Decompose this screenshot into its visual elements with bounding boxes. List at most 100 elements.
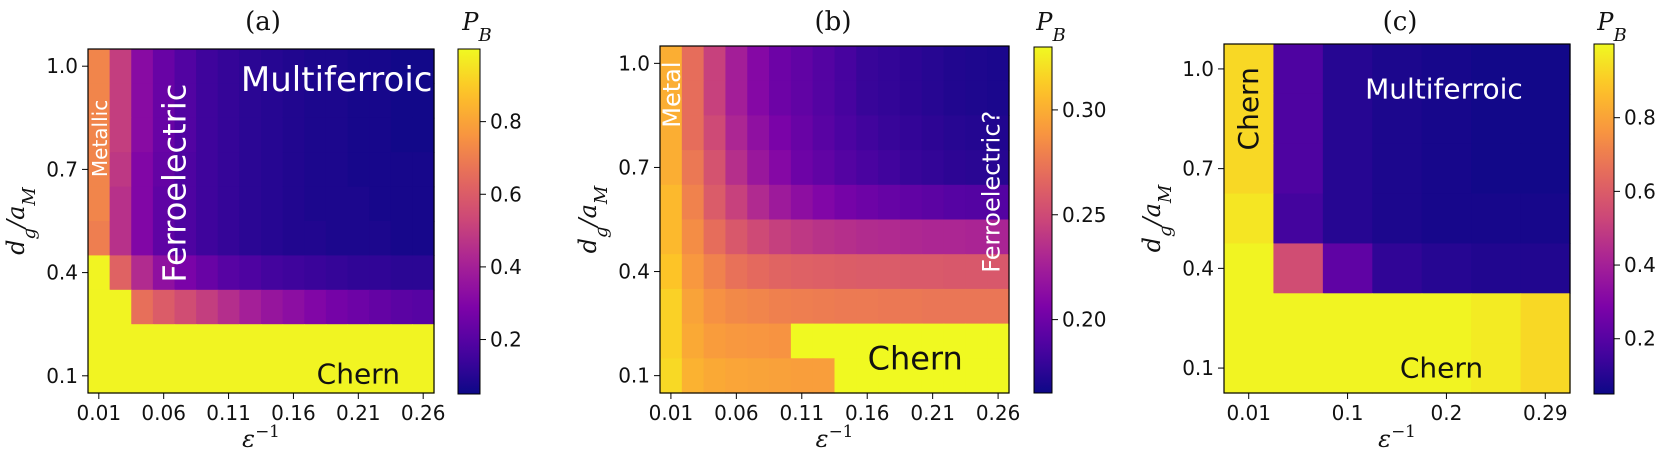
heatmap-cell [747,150,770,186]
heatmap-cell [681,80,705,116]
heatmap-cell [856,184,879,221]
colorbar [1593,43,1615,395]
heatmap-cell [921,219,945,255]
heatmap-cell [412,221,435,256]
heatmap-cell [899,80,923,116]
heatmap-cell [347,117,370,153]
heatmap-cell [943,115,966,151]
panel-title: (c) [1383,7,1418,37]
heatmap-cell [1372,193,1423,245]
heatmap-cell [325,117,349,153]
heatmap-cell [152,117,176,153]
heatmap-cell [878,358,901,394]
heatmap-cell [1273,343,1324,394]
heatmap-cell [725,150,748,186]
heatmap-cell [769,358,792,394]
colorbar [1033,46,1053,394]
heatmap-cell [304,324,327,360]
heatmap-cell [834,219,857,255]
heatmap-cell [943,150,966,186]
heatmap-cell [921,254,945,290]
heatmap-cell [109,117,132,153]
heatmap-cell [943,46,966,82]
heatmap-cell [769,254,792,290]
heatmap-cell [921,184,945,221]
heatmap-cell [261,117,284,153]
heatmap-cell [725,288,748,325]
panel-title: (b) [815,7,852,37]
heatmap-cell [921,115,945,151]
x-tick-label: 0.26 [976,401,1021,425]
heatmap-cell [174,221,197,256]
heatmap-cell [943,358,966,394]
heatmap-cell [899,115,923,151]
heatmap-cell [965,115,988,151]
heatmap-cell [1273,243,1324,294]
heatmap-cell [239,221,262,256]
plot-frame [87,48,435,394]
heatmap-cell [347,289,370,325]
heatmap-cell [681,288,705,325]
heatmap-cell [790,358,814,394]
heatmap-cell [725,323,748,359]
heatmap-cell [1322,143,1373,195]
heatmap-cell [899,323,923,359]
plot-frame [1223,43,1571,394]
heatmap-cell [1322,343,1373,394]
heatmap-cell [412,49,435,84]
heatmap-cell [1224,143,1275,195]
heatmap-cell [217,117,240,153]
heatmap-cell [1372,243,1423,294]
heatmap-cell [834,115,857,151]
heatmap-cell [725,358,748,394]
heatmap-cell [812,115,836,151]
heatmap-cell [681,358,705,394]
x-axis-label: ε−1 [242,421,280,453]
heatmap-cell [390,255,413,291]
heatmap-cell [1421,293,1472,344]
heatmap-cell [217,152,240,188]
heatmap-cell [834,358,857,394]
heatmap-cell [282,324,305,360]
heatmap-cell [88,49,111,84]
heatmap-cell [965,288,988,325]
heatmap-cell [109,221,132,256]
heatmap-cell [1273,143,1324,195]
heatmap-cell [1224,93,1275,145]
heatmap-cell [325,289,349,325]
heatmap-cell [88,186,111,222]
heatmap-cell [282,49,305,84]
y-axis-label: dg/aM [574,185,612,253]
heatmap-cell [681,150,705,186]
heatmap-cell [769,46,792,82]
heatmap-cell [412,358,435,394]
heatmap-cell [1520,343,1571,394]
heatmap-cell [769,184,792,221]
heatmap-cell [239,49,262,84]
heatmap-cell [1372,293,1423,344]
heatmap-cell [1372,93,1423,145]
heatmap-cell [703,150,727,186]
heatmap-cell [899,46,923,82]
heatmap-cell [152,152,176,188]
heatmap-cell [1322,243,1373,294]
heatmap-cell [703,115,727,151]
heatmap-cell [347,83,370,119]
heatmap-cell [261,49,284,84]
heatmap-cell [174,289,197,325]
heatmap-cell [660,323,683,359]
heatmap-cell [878,254,901,290]
heatmap-cell [196,152,219,188]
x-axis-label: ε−1 [1378,421,1416,453]
heatmap-cell [347,324,370,360]
heatmap-cell [174,186,197,222]
heatmap-cell [174,49,197,84]
heatmap-cell [834,184,857,221]
heatmap-cell [174,324,197,360]
heatmap-cell [88,117,111,153]
heatmap-cell [217,324,240,360]
heatmap-cell [88,152,111,188]
heatmap-cell [196,117,219,153]
colorbar-label: PB [1035,8,1065,46]
heatmap-cell [1372,343,1423,394]
